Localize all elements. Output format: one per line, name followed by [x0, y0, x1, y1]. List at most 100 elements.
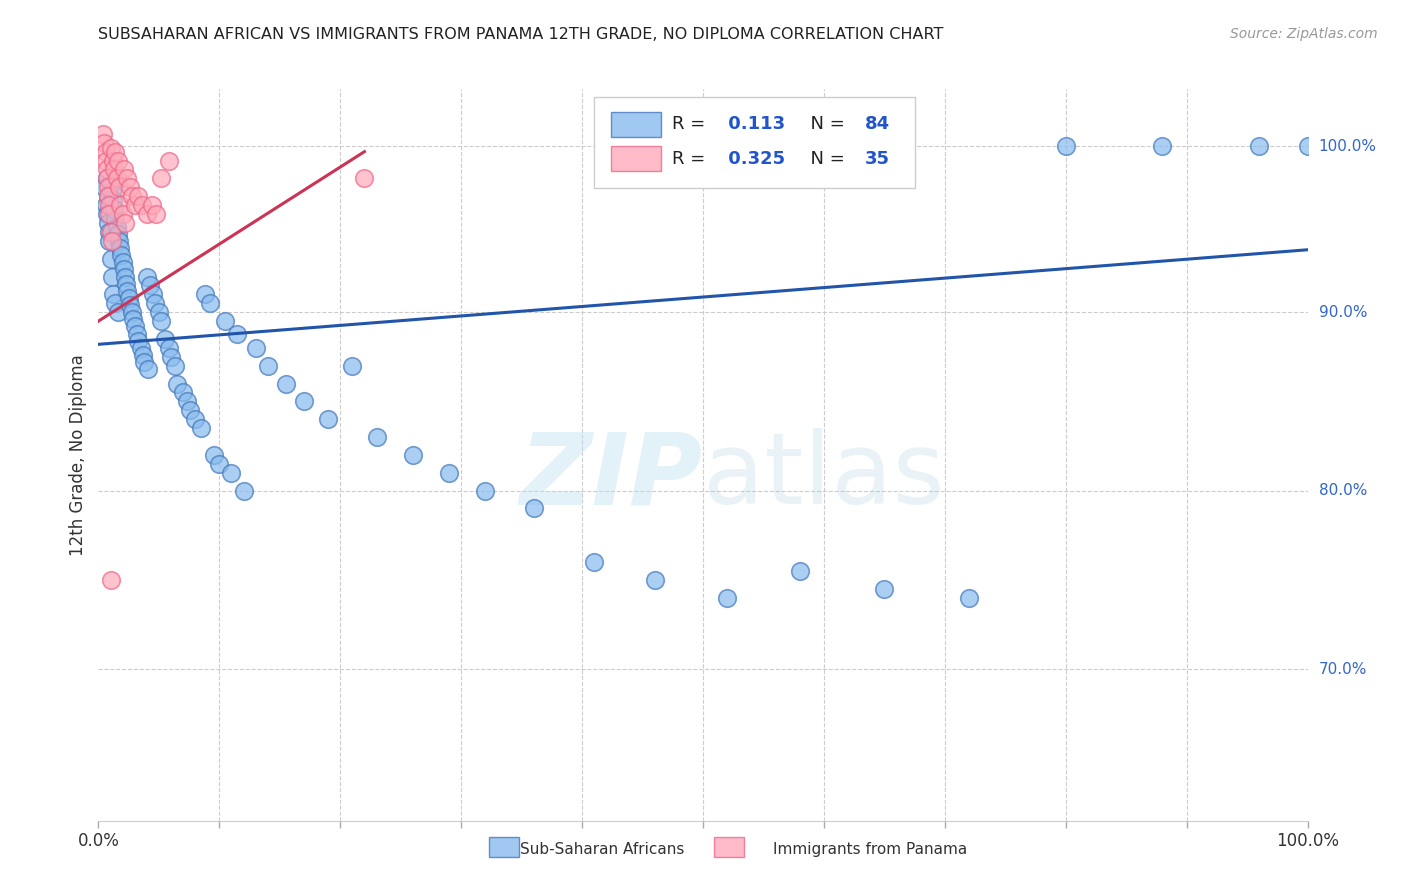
Point [134, 355, 156, 369]
Point [437, 466, 460, 480]
Point [127, 334, 149, 348]
Point [100, 234, 122, 248]
Point [135, 207, 157, 221]
Text: Source: ZipAtlas.com: Source: ZipAtlas.com [1230, 27, 1378, 41]
Point [118, 298, 141, 312]
FancyBboxPatch shape [489, 837, 519, 857]
Text: atlas: atlas [703, 428, 945, 525]
Point [100, 184, 122, 198]
Point [112, 262, 135, 277]
Point [474, 483, 496, 498]
Point [176, 394, 198, 409]
Point [94, 145, 117, 159]
Point [98, 225, 121, 239]
FancyBboxPatch shape [612, 146, 661, 171]
Point [108, 241, 131, 255]
Point [148, 305, 170, 319]
Text: Sub-Saharan Africans: Sub-Saharan Africans [520, 842, 685, 856]
Point [129, 341, 152, 355]
Point [117, 171, 139, 186]
Text: 70.0%: 70.0% [1319, 662, 1367, 676]
Point [100, 225, 122, 239]
Point [139, 278, 162, 293]
Point [97, 180, 120, 194]
Point [110, 248, 132, 262]
Point [873, 582, 896, 596]
Point [107, 153, 129, 168]
Text: 0.325: 0.325 [723, 150, 786, 168]
Point [198, 296, 221, 310]
Point [132, 348, 155, 362]
Point [100, 177, 122, 191]
Text: N =: N = [799, 115, 851, 133]
Point [127, 326, 149, 341]
Point [184, 412, 207, 426]
Point [150, 314, 173, 328]
Point [179, 403, 201, 417]
Text: R =: R = [672, 115, 710, 133]
Point [160, 350, 183, 364]
Point [118, 180, 141, 194]
Point [98, 207, 121, 221]
Point [103, 162, 125, 177]
Point [114, 216, 136, 230]
Point [117, 284, 139, 298]
Point [150, 171, 173, 186]
Text: 0.113: 0.113 [723, 115, 786, 133]
Point [204, 448, 226, 462]
Point [96, 207, 118, 221]
Point [143, 296, 166, 310]
Point [108, 198, 131, 212]
Point [366, 430, 388, 444]
Point [107, 227, 129, 241]
Point [716, 591, 738, 605]
Text: SUBSAHARAN AFRICAN VS IMMIGRANTS FROM PANAMA 12TH GRADE, NO DIPLOMA CORRELATION : SUBSAHARAN AFRICAN VS IMMIGRANTS FROM PA… [98, 27, 943, 42]
Point [98, 198, 121, 212]
Text: 80.0%: 80.0% [1319, 483, 1367, 498]
Point [1249, 139, 1271, 153]
Point [100, 141, 122, 155]
Point [157, 341, 180, 355]
Point [583, 555, 606, 569]
Point [1296, 139, 1319, 153]
Point [104, 296, 127, 310]
Point [194, 287, 217, 301]
Point [131, 198, 153, 212]
Point [1152, 139, 1174, 153]
Text: Immigrants from Panama: Immigrants from Panama [773, 842, 967, 856]
Point [93, 136, 115, 150]
Text: R =: R = [672, 150, 710, 168]
Point [789, 564, 811, 578]
Point [957, 591, 980, 605]
Point [122, 312, 145, 326]
Point [115, 277, 138, 291]
Point [135, 269, 157, 284]
Point [523, 501, 546, 516]
FancyBboxPatch shape [714, 837, 744, 857]
Point [112, 162, 135, 177]
Point [353, 171, 375, 186]
Point [100, 269, 122, 284]
Point [111, 207, 134, 221]
Point [145, 207, 167, 221]
Point [190, 421, 212, 435]
Point [124, 198, 146, 212]
Point [316, 412, 339, 426]
FancyBboxPatch shape [595, 96, 915, 188]
Point [94, 198, 117, 212]
Point [142, 287, 165, 301]
Point [101, 153, 124, 168]
Point [105, 171, 128, 186]
Point [136, 362, 159, 376]
Text: ZIP: ZIP [520, 428, 703, 525]
Point [100, 252, 122, 266]
Point [101, 193, 124, 207]
Point [141, 198, 163, 212]
Text: 84: 84 [865, 115, 890, 133]
Point [91, 127, 114, 141]
Point [105, 219, 128, 234]
Point [108, 234, 131, 248]
Point [107, 305, 129, 319]
Point [208, 457, 231, 471]
Point [127, 189, 149, 203]
